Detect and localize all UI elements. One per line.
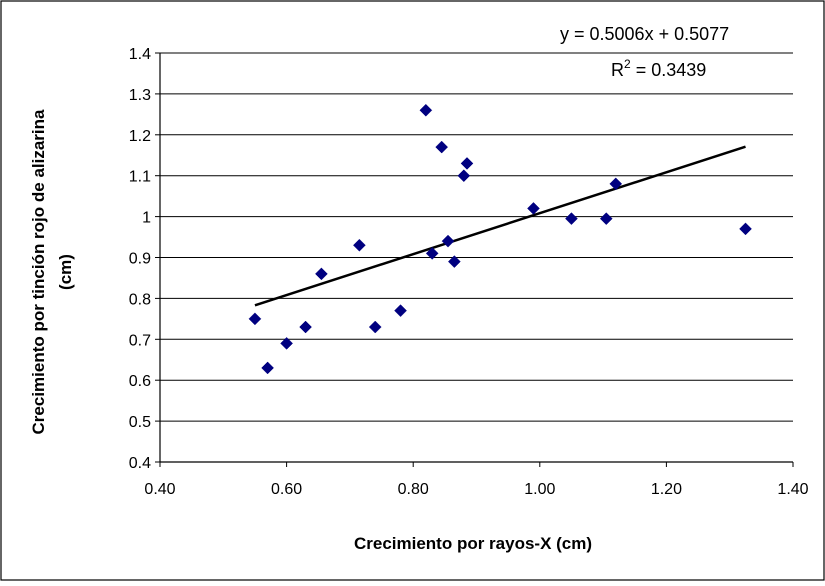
r-squared-superscript: 2	[624, 57, 631, 71]
x-tick-label: 0.60	[271, 481, 302, 498]
r-squared-value: = 0.3439	[631, 60, 707, 80]
data-point	[460, 157, 474, 170]
data-point	[425, 247, 439, 260]
x-axis-title: Crecimiento por rayos-X (cm)	[354, 534, 592, 553]
y-tick-label: 0.5	[129, 414, 151, 431]
data-point	[280, 337, 293, 350]
y-tick-label: 1.3	[129, 87, 151, 104]
data-point	[457, 169, 471, 183]
data-point	[527, 202, 540, 215]
x-tick-label: 1.20	[651, 481, 682, 498]
data-point	[261, 361, 274, 375]
data-point	[739, 222, 752, 236]
data-point	[447, 255, 461, 268]
data-point	[435, 140, 449, 154]
gridlines	[160, 52, 793, 422]
y-tick-label: 0.9	[129, 251, 151, 268]
y-axis-title: Crecimiento por tinción rojo de alizarin…	[29, 109, 75, 434]
data-point	[368, 320, 382, 334]
data-point	[299, 320, 312, 334]
data-points	[248, 103, 752, 375]
trendline	[254, 145, 746, 307]
data-point	[353, 238, 366, 252]
y-axis-title-line-2: (cm)	[56, 254, 75, 290]
y-tick-label: 0.7	[129, 332, 151, 349]
trendline-equation: y = 0.5006x + 0.5077	[560, 24, 729, 44]
x-tick-label: 0.80	[398, 481, 429, 498]
y-tick-label: 1	[142, 210, 151, 227]
data-point	[441, 234, 455, 248]
data-point	[315, 267, 328, 281]
y-tick-label: 1.4	[129, 46, 151, 63]
data-point	[419, 103, 433, 117]
r-squared-r: R	[611, 60, 624, 80]
data-point	[599, 212, 613, 225]
x-tick-label: 1.00	[524, 481, 555, 498]
y-tick-label: 0.8	[129, 291, 151, 308]
data-point	[609, 177, 623, 191]
y-tick-label: 0.6	[129, 373, 151, 390]
y-axis-title-line-1: Crecimiento por tinción rojo de alizarin…	[29, 109, 48, 434]
tick-labels: 0.4 0.5 0.6 0.7 0.8 0.9 1 1.1 1.2 1.3 1.4 0.40 0.60 0…	[129, 46, 809, 498]
x-tick-label: 1.40	[777, 481, 808, 498]
y-tick-label: 1.2	[129, 128, 151, 145]
data-point	[394, 304, 407, 318]
trendline-layer	[254, 145, 746, 307]
x-tick-label: 0.40	[144, 481, 175, 498]
data-point	[565, 212, 578, 225]
axes	[155, 52, 794, 467]
r-squared-label: R2 = 0.3439	[611, 57, 706, 80]
data-point	[248, 312, 262, 326]
y-tick-label: 0.4	[129, 455, 151, 472]
y-tick-label: 1.1	[129, 169, 151, 186]
